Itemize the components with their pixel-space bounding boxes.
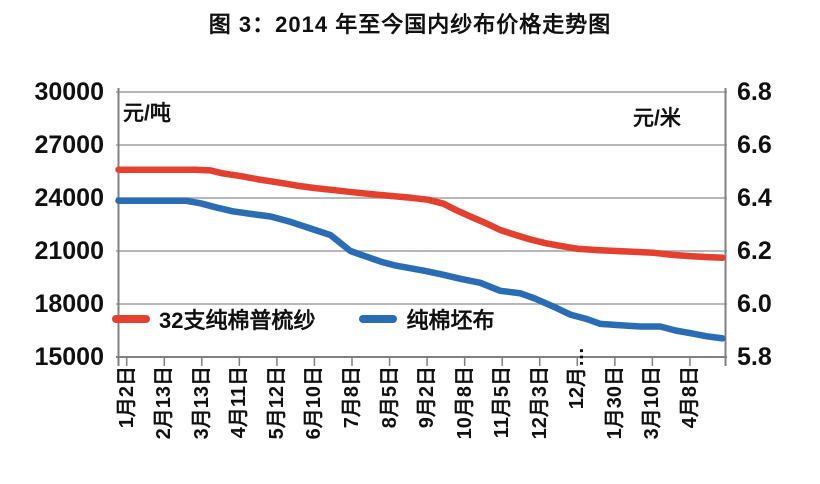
- x-axis-tick-label: 2月13日: [153, 366, 176, 440]
- right-axis-tick-label: 5.8: [737, 343, 772, 371]
- x-axis-tick-label: 3月13日: [190, 366, 213, 440]
- left-axis-tick-label: 18000: [34, 290, 104, 318]
- legend-label-fabric: 纯棉坯布: [406, 308, 495, 333]
- left-axis-tick-label: 27000: [34, 131, 104, 159]
- fabric-price-line: [115, 197, 726, 342]
- x-axis-tick-label: 12月3日: [528, 366, 551, 440]
- right-axis-tick-label: 6.2: [737, 237, 772, 265]
- legend-item-yarn: 32支纯棉普梳纱: [112, 303, 315, 335]
- left-axis-tick-label: 30000: [34, 78, 104, 106]
- x-axis-tick-label: 8月5日: [378, 366, 401, 429]
- x-axis-tick-label: 10月8日: [453, 366, 476, 440]
- right-axis-tick-label: 6.0: [737, 290, 772, 318]
- x-axis-tick-label: 4月11日: [228, 366, 251, 439]
- x-axis-tick-label: 1月2日: [115, 366, 138, 429]
- left-axis-tick-label: 15000: [34, 343, 104, 371]
- legend: 32支纯棉普梳纱 纯棉坯布: [112, 303, 495, 335]
- left-axis-unit-label: 元/吨: [123, 102, 171, 125]
- right-axis-tick-label: 6.4: [737, 184, 772, 212]
- left-axis-tick-label: 21000: [34, 237, 104, 265]
- right-axis-tick-label: 6.8: [737, 78, 772, 106]
- yarn-line-swatch: [112, 315, 150, 323]
- chart-title: 图 3：2014 年至今国内纱布价格走势图: [208, 12, 612, 37]
- x-axis-tick-label: 3月10日: [641, 366, 664, 440]
- x-axis-tick-label: 12月…: [566, 347, 589, 410]
- x-axis-tick-label: 7月8日: [341, 366, 363, 429]
- x-axis-tick-label: 1月30日: [603, 366, 626, 440]
- left-axis-tick-label: 24000: [34, 184, 104, 212]
- right-axis-unit-label: 元/米: [633, 107, 681, 130]
- x-axis-tick-label: 9月2日: [416, 366, 439, 429]
- x-axis-tick-label: 5月12日: [265, 366, 288, 440]
- legend-item-fabric: 纯棉坯布: [359, 303, 495, 335]
- fabric-line-swatch: [359, 315, 398, 323]
- right-axis-tick-label: 6.6: [737, 131, 772, 159]
- x-axis-tick-label: 4月8日: [678, 366, 701, 429]
- x-axis-tick-label: 6月10日: [303, 366, 326, 440]
- yarn-price-line: [115, 166, 726, 261]
- x-axis-tick-label: 11月5日: [491, 366, 514, 439]
- legend-label-yarn: 32支纯棉普梳纱: [159, 308, 316, 333]
